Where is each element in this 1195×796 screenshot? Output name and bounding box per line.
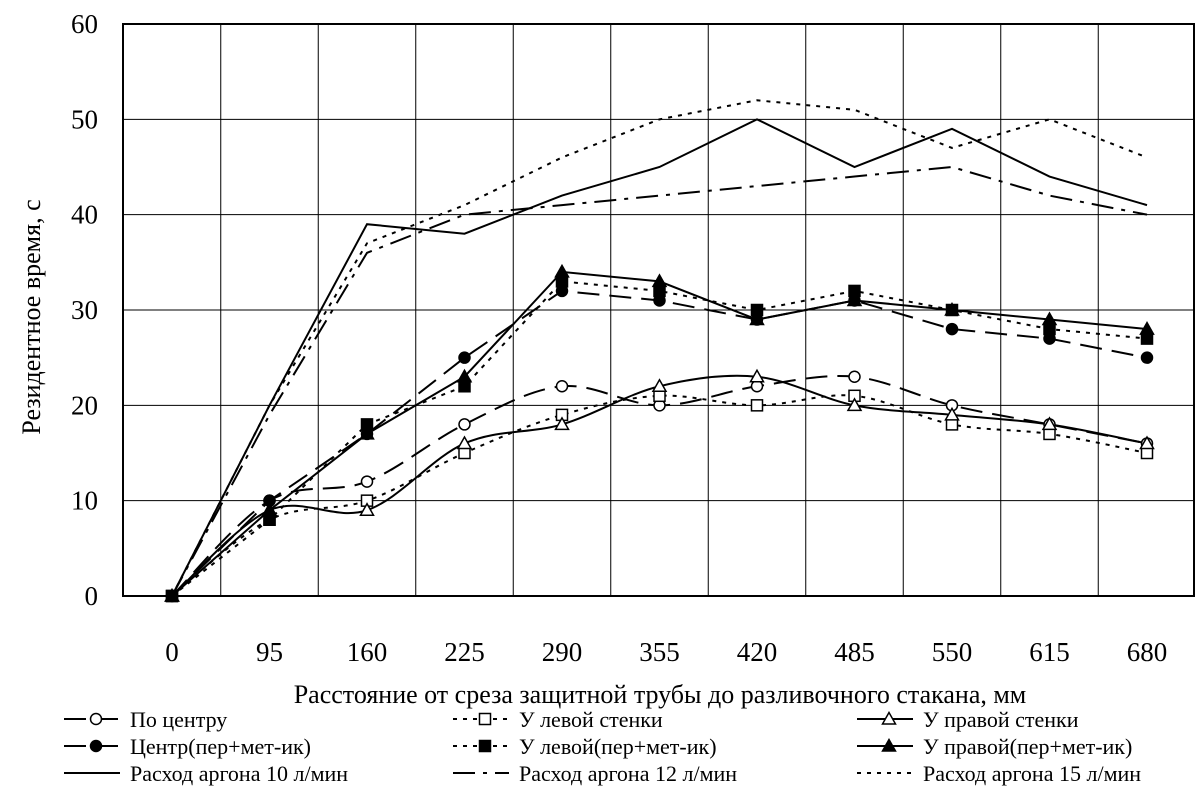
y-tick-label: 10 (71, 486, 98, 516)
legend-label: По центру (130, 707, 227, 732)
data-point-marker (750, 399, 764, 412)
data-point-marker (1139, 435, 1155, 450)
x-tick-label: 485 (834, 637, 875, 667)
legend-label: У левой(пер+мет-ик) (519, 734, 717, 759)
data-point-marker (261, 502, 278, 516)
data-point-marker (749, 368, 765, 383)
legend-label: Центр(пер+мет-ик) (130, 734, 311, 759)
series-line-9 (171, 99, 1148, 597)
data-point-marker (846, 292, 863, 307)
data-point-marker (458, 351, 471, 364)
data-point-marker (554, 263, 570, 278)
data-point-marker (359, 425, 375, 440)
legend-label: У правой стенки (923, 707, 1079, 732)
data-point-marker (749, 311, 765, 326)
series-line-1 (171, 375, 1148, 597)
legend-marker (478, 712, 492, 726)
legend-marker (89, 739, 103, 753)
series-line-7 (171, 118, 1148, 597)
legend-label: У левой стенки (519, 707, 663, 732)
x-tick-label: 290 (542, 637, 583, 667)
data-point-marker (651, 273, 668, 288)
legend-label: Расход аргона 15 л/мин (923, 761, 1141, 786)
legend-marker (881, 710, 897, 725)
x-tick-label: 0 (165, 637, 179, 667)
x-tick-label: 95 (256, 637, 283, 667)
y-axis-ticks: 0 10 20 30 40 50 60 (71, 9, 98, 611)
data-point-marker (1041, 311, 1058, 326)
y-tick-label: 20 (71, 390, 98, 420)
data-point-marker (359, 502, 375, 516)
legend-marker (89, 712, 103, 726)
legend-marker (881, 737, 897, 752)
data-point-marker (1140, 351, 1154, 364)
data-point-marker (164, 587, 180, 602)
legend-label: Расход аргона 10 л/мин (130, 761, 348, 786)
x-tick-label: 160 (347, 637, 388, 667)
data-point-marker (651, 378, 668, 393)
data-point-marker (1041, 416, 1058, 431)
data-point-marker (456, 435, 473, 450)
x-tick-label: 420 (737, 637, 778, 667)
data-point-marker (1139, 321, 1155, 335)
grid (122, 23, 1195, 597)
markers-group (164, 263, 1155, 603)
x-tick-label: 225 (444, 637, 485, 667)
data-point-marker (944, 406, 960, 421)
legend: По центру У левой стенки У правой стенки Це… (64, 707, 1141, 786)
x-axis-label: Расстояние от среза защитной трубы до ра… (294, 680, 1027, 709)
y-tick-label: 0 (85, 581, 99, 611)
data-point-marker (945, 322, 959, 336)
legend-marker (478, 739, 492, 753)
x-tick-label: 355 (639, 637, 680, 667)
x-axis-ticks: 0 95 160 225 290 355 420 485 550 615 680 (165, 637, 1167, 667)
y-axis-label: Резидентное время, с (17, 199, 46, 434)
x-tick-label: 615 (1029, 637, 1070, 667)
legend-label: Расход аргона 12 л/мин (519, 761, 737, 786)
y-tick-label: 30 (71, 295, 98, 325)
series-line-3 (171, 374, 1148, 597)
data-point-marker (360, 475, 374, 488)
y-tick-label: 40 (71, 200, 98, 230)
x-tick-label: 550 (932, 637, 973, 667)
series-line-8 (171, 165, 1148, 597)
data-point-marker (456, 368, 473, 383)
data-point-marker (555, 380, 569, 393)
data-point-marker (554, 416, 570, 431)
legend-label: У правой(пер+мет-ик) (923, 734, 1132, 759)
data-point-marker (846, 397, 863, 412)
x-tick-label: 680 (1127, 637, 1168, 667)
y-tick-label: 50 (71, 104, 98, 134)
data-point-marker (458, 418, 471, 431)
data-point-marker (944, 301, 960, 316)
y-tick-label: 60 (71, 9, 98, 39)
data-point-marker (848, 370, 861, 383)
